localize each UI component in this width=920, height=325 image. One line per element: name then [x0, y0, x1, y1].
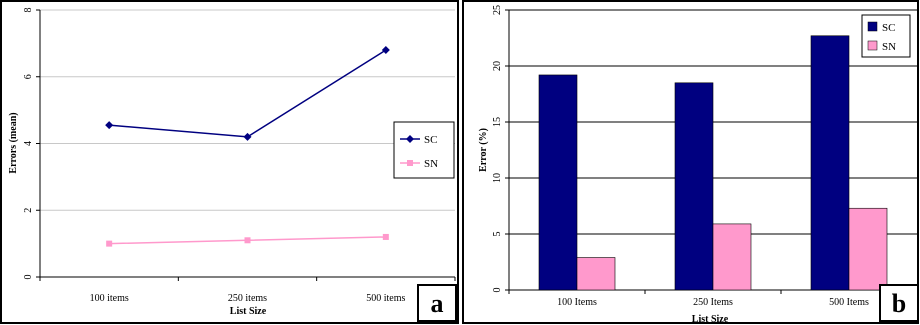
chart-a-x-tick-label: 250 items	[228, 293, 267, 304]
legend-b-sn-swatch	[867, 40, 878, 51]
chart-b-y-tick-label: 20	[492, 61, 503, 71]
panel-a-letter-box	[417, 284, 457, 322]
chart-b-xlabel: List Size	[692, 314, 729, 325]
chart-a-x-tick-label: 500 items	[366, 293, 405, 304]
chart-a-y-tick-label: 4	[23, 141, 34, 146]
legend-b-sc-label: SC	[882, 22, 895, 34]
series-sc-point	[381, 46, 390, 55]
legend-b-sc-swatch	[867, 21, 878, 32]
chart-a-panel: 0 2 4 6 8 100 items 250 items 500 items List S…	[0, 0, 459, 324]
chart-a-x-tick-label: 100 items	[90, 293, 129, 304]
chart-b-y-tick-label: 15	[492, 117, 503, 127]
chart-a-y-tick-label: 2	[23, 208, 34, 213]
chart-b-y-tick-label: 0	[492, 288, 503, 293]
bar-sc	[810, 35, 850, 291]
chart-b-y-tick-label: 5	[492, 232, 503, 237]
chart-a-y-tick-label: 6	[23, 74, 34, 79]
chart-a-ylabel: Errors (mean)	[8, 112, 19, 173]
chart-b-y-tick-label: 10	[492, 173, 503, 183]
chart-b-y-tick-label: 25	[492, 5, 503, 15]
panel-b-letter-box	[879, 284, 919, 322]
chart-b-svg: 0 5 10 15 20 25 100 Items 250 Items 500 Items L…	[462, 0, 919, 325]
bar-sn	[848, 207, 888, 291]
bar-sc	[674, 82, 714, 291]
bar-sn	[712, 223, 752, 291]
legend-b-sn-label: SN	[882, 41, 896, 53]
chart-a-frame	[0, 0, 459, 324]
chart-b-x-tick-label: 100 Items	[557, 297, 597, 308]
chart-b-ylabel: Error (%)	[478, 128, 489, 172]
chart-a-y-tick-label: 0	[23, 275, 34, 280]
legend-a-sn-square-icon	[407, 160, 413, 166]
panel-b-letter: b	[892, 289, 906, 318]
series-sn-point	[244, 237, 251, 244]
chart-b-x-tick-label: 250 Items	[693, 297, 733, 308]
bar-sc	[538, 74, 578, 291]
legend-a-sn-label: SN	[424, 158, 438, 170]
legend-a-sc-label: SC	[424, 134, 437, 146]
chart-b-panel: 0 5 10 15 20 25 100 Items 250 Items 500 Items L…	[462, 0, 920, 325]
series-sc-point	[105, 121, 114, 130]
chart-a-y-tick-label: 8	[23, 8, 34, 13]
legend-a-sc-diamond-icon	[406, 135, 414, 143]
chart-a-xlabel: List Size	[230, 306, 267, 317]
chart-a-svg: 0 2 4 6 8 100 items 250 items 500 items List S…	[0, 0, 459, 324]
series-sn-point	[106, 240, 113, 247]
series-sn-point	[382, 233, 389, 240]
chart-a-legend	[393, 121, 455, 179]
series-sc-point	[243, 132, 252, 141]
chart-b-x-tick-label: 500 Items	[829, 297, 869, 308]
bar-sn	[576, 257, 616, 291]
panel-a-letter: a	[431, 289, 444, 318]
